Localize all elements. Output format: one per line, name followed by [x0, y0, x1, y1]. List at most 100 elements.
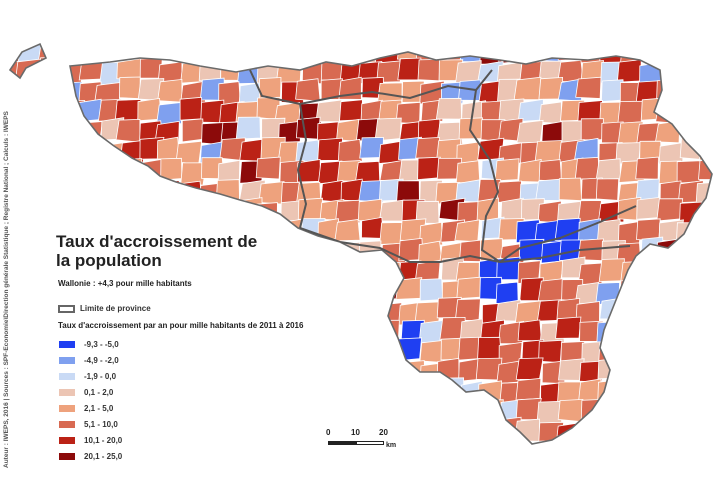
- commune-polygon: [15, 282, 41, 307]
- legend-title: Taux d'accroissement par an pour mille h…: [58, 321, 304, 330]
- commune-polygon: [536, 400, 563, 424]
- commune-polygon: [378, 359, 404, 383]
- commune-polygon: [515, 357, 544, 380]
- province-limit-label: Limite de province: [80, 304, 151, 313]
- commune-polygon: [377, 398, 402, 422]
- commune-polygon: [437, 440, 463, 444]
- commune-polygon: [395, 422, 420, 444]
- commune-polygon: [19, 339, 45, 362]
- commune-polygon: [656, 402, 682, 425]
- commune-polygon: [578, 419, 603, 443]
- commune-polygon: [358, 341, 385, 365]
- commune-polygon: [16, 399, 41, 423]
- commune-polygon: [618, 299, 643, 324]
- map-title: Taux d'accroissement de la population: [56, 232, 258, 270]
- commune-polygon: [201, 341, 226, 366]
- commune-polygon: [97, 179, 125, 203]
- commune-polygon: [636, 196, 661, 220]
- commune-polygon: [137, 359, 161, 383]
- commune-polygon: [161, 44, 185, 62]
- commune-polygon: [278, 359, 305, 384]
- commune-polygon: [56, 122, 83, 146]
- commune-polygon: [199, 358, 224, 381]
- commune-polygon: [14, 296, 42, 320]
- commune-polygon: [419, 278, 444, 302]
- commune-polygon: [221, 44, 244, 64]
- commune-polygon: [459, 44, 482, 62]
- commune-polygon: [138, 421, 164, 444]
- commune-polygon: [295, 78, 321, 102]
- commune-polygon: [655, 100, 682, 125]
- commune-polygon: [156, 101, 183, 126]
- commune-polygon: [359, 279, 385, 303]
- commune-polygon: [21, 357, 46, 381]
- commune-polygon: [698, 259, 712, 283]
- commune-polygon: [476, 419, 502, 444]
- commune-polygon: [258, 298, 283, 323]
- legend-label: 0,1 - 2,0: [84, 387, 114, 397]
- commune-polygon: [299, 380, 326, 404]
- commune-polygon: [340, 340, 365, 364]
- commune-polygon: [617, 100, 645, 125]
- commune-polygon: [195, 196, 221, 220]
- commune-polygon: [298, 399, 323, 423]
- commune-polygon: [157, 378, 182, 403]
- commune-polygon: [316, 402, 343, 426]
- commune-polygon: [280, 441, 307, 444]
- commune-polygon: [258, 396, 286, 420]
- commune-polygon: [15, 117, 43, 142]
- commune-polygon: [378, 199, 405, 222]
- commune-polygon: [317, 296, 343, 320]
- commune-polygon: [38, 138, 64, 162]
- scale-tick-20: 20: [379, 428, 388, 437]
- commune-polygon: [116, 58, 142, 80]
- commune-polygon: [580, 118, 604, 141]
- commune-polygon: [555, 422, 582, 444]
- commune-polygon: [398, 400, 424, 424]
- commune-polygon: [477, 336, 502, 361]
- commune-polygon: [78, 142, 107, 166]
- commune-polygon: [557, 398, 584, 423]
- commune-polygon: [698, 341, 712, 366]
- commune-polygon: [615, 381, 643, 406]
- commune-polygon: [600, 397, 625, 421]
- commune-polygon: [239, 44, 265, 64]
- commune-polygon: [98, 201, 124, 226]
- commune-polygon: [337, 138, 363, 163]
- commune-polygon: [295, 139, 321, 163]
- commune-polygon: [295, 116, 321, 140]
- commune-polygon: [518, 159, 542, 183]
- commune-polygon: [513, 76, 542, 101]
- commune-polygon: [178, 418, 203, 441]
- commune-polygon: [678, 78, 704, 102]
- commune-polygon: [337, 279, 364, 303]
- commune-polygon: [479, 44, 502, 66]
- commune-polygon: [118, 44, 142, 61]
- commune-polygon: [137, 181, 164, 206]
- commune-polygon: [238, 299, 263, 323]
- commune-polygon: [14, 237, 42, 261]
- commune-polygon: [641, 380, 667, 405]
- legend-label: 2,1 - 5,0: [84, 403, 114, 413]
- commune-polygon: [679, 399, 704, 422]
- commune-polygon: [18, 180, 45, 203]
- commune-polygon: [694, 62, 712, 86]
- commune-polygon: [656, 198, 684, 222]
- commune-polygon: [698, 221, 712, 244]
- commune-polygon: [619, 399, 644, 422]
- commune-polygon: [217, 400, 241, 424]
- commune-polygon: [255, 378, 282, 402]
- commune-polygon: [339, 376, 365, 400]
- commune-polygon: [215, 278, 241, 302]
- commune-polygon: [698, 120, 712, 142]
- commune-polygon: [417, 156, 441, 181]
- commune-polygon: [419, 401, 442, 426]
- commune-polygon: [454, 219, 480, 243]
- scale-segment-2: [356, 441, 384, 445]
- province-boundary-liege-luxembourg: [499, 205, 637, 263]
- commune-polygon: [500, 197, 525, 221]
- commune-polygon: [456, 440, 482, 444]
- commune-polygon: [555, 316, 582, 339]
- commune-polygon: [695, 181, 712, 205]
- commune-polygon: [620, 319, 646, 341]
